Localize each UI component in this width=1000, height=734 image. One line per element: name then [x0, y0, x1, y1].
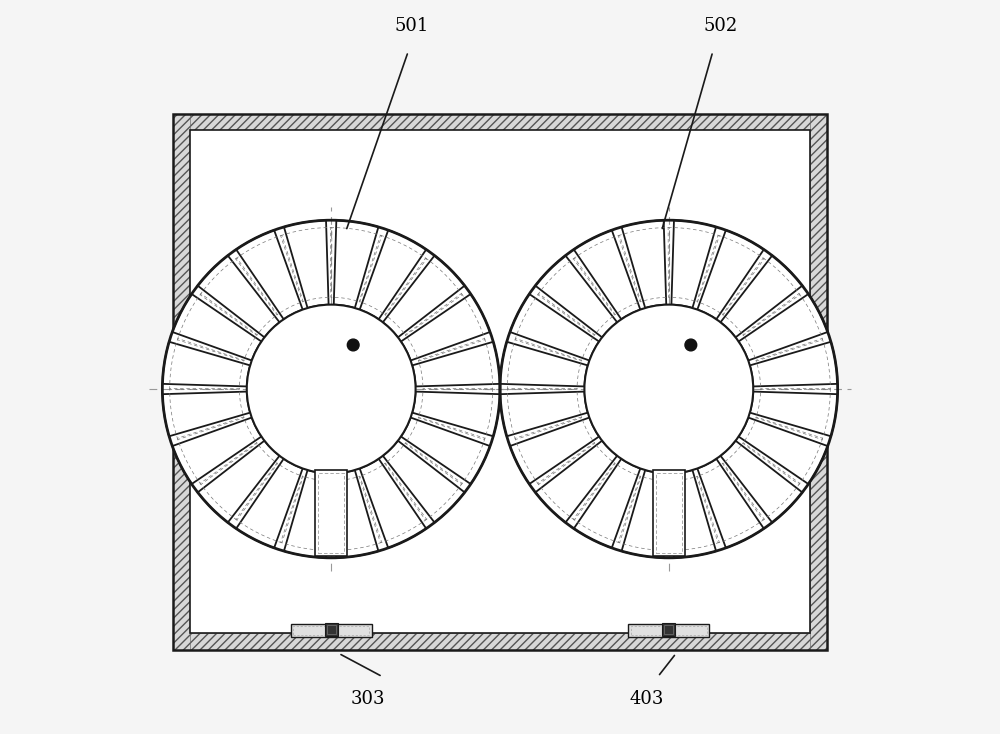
- Polygon shape: [412, 392, 500, 436]
- Polygon shape: [236, 230, 303, 319]
- Polygon shape: [697, 459, 764, 548]
- Circle shape: [347, 339, 359, 351]
- Polygon shape: [739, 294, 828, 360]
- Bar: [293, 626, 369, 635]
- Bar: [631, 626, 707, 635]
- Polygon shape: [412, 342, 500, 386]
- Bar: [327, 625, 336, 634]
- Polygon shape: [500, 392, 588, 436]
- Polygon shape: [172, 418, 261, 484]
- Polygon shape: [284, 220, 329, 308]
- Text: 502: 502: [703, 17, 737, 34]
- Circle shape: [500, 220, 838, 558]
- Bar: [653, 470, 685, 556]
- Polygon shape: [720, 440, 802, 523]
- Polygon shape: [162, 342, 250, 386]
- Text: 501: 501: [395, 17, 429, 34]
- Polygon shape: [720, 255, 802, 338]
- Polygon shape: [401, 418, 490, 484]
- Polygon shape: [383, 255, 465, 338]
- Bar: [173, 114, 827, 650]
- Circle shape: [162, 220, 500, 558]
- Polygon shape: [510, 294, 599, 360]
- Polygon shape: [500, 342, 588, 386]
- Polygon shape: [198, 440, 280, 523]
- Polygon shape: [236, 459, 303, 548]
- Polygon shape: [172, 294, 261, 360]
- Polygon shape: [574, 459, 640, 548]
- Polygon shape: [622, 220, 666, 308]
- Polygon shape: [360, 459, 426, 548]
- Bar: [315, 470, 347, 556]
- Bar: [664, 625, 673, 634]
- Circle shape: [247, 305, 416, 473]
- Polygon shape: [574, 230, 640, 319]
- Polygon shape: [739, 418, 828, 484]
- Polygon shape: [510, 418, 599, 484]
- Polygon shape: [284, 470, 329, 558]
- Bar: [325, 623, 338, 636]
- Bar: [318, 473, 344, 553]
- Polygon shape: [360, 230, 426, 319]
- Polygon shape: [671, 470, 716, 558]
- Bar: [190, 130, 810, 633]
- Polygon shape: [334, 220, 378, 308]
- Polygon shape: [697, 230, 764, 319]
- Polygon shape: [401, 294, 490, 360]
- Bar: [190, 130, 810, 633]
- Bar: [810, 114, 827, 650]
- Bar: [662, 623, 675, 636]
- Text: 303: 303: [351, 690, 385, 708]
- Polygon shape: [622, 470, 666, 558]
- Polygon shape: [383, 440, 465, 523]
- Bar: [291, 624, 372, 637]
- Bar: [173, 114, 827, 130]
- Circle shape: [584, 305, 753, 473]
- Bar: [656, 473, 682, 553]
- Circle shape: [685, 339, 697, 351]
- Polygon shape: [750, 342, 838, 386]
- Polygon shape: [535, 255, 617, 338]
- Polygon shape: [671, 220, 716, 308]
- Polygon shape: [162, 392, 250, 436]
- Polygon shape: [334, 470, 378, 558]
- Polygon shape: [198, 255, 280, 338]
- Bar: [173, 633, 827, 650]
- Text: 403: 403: [630, 690, 664, 708]
- Bar: [173, 114, 190, 650]
- Bar: [173, 114, 827, 650]
- Polygon shape: [535, 440, 617, 523]
- Bar: [628, 624, 709, 637]
- Polygon shape: [750, 392, 838, 436]
